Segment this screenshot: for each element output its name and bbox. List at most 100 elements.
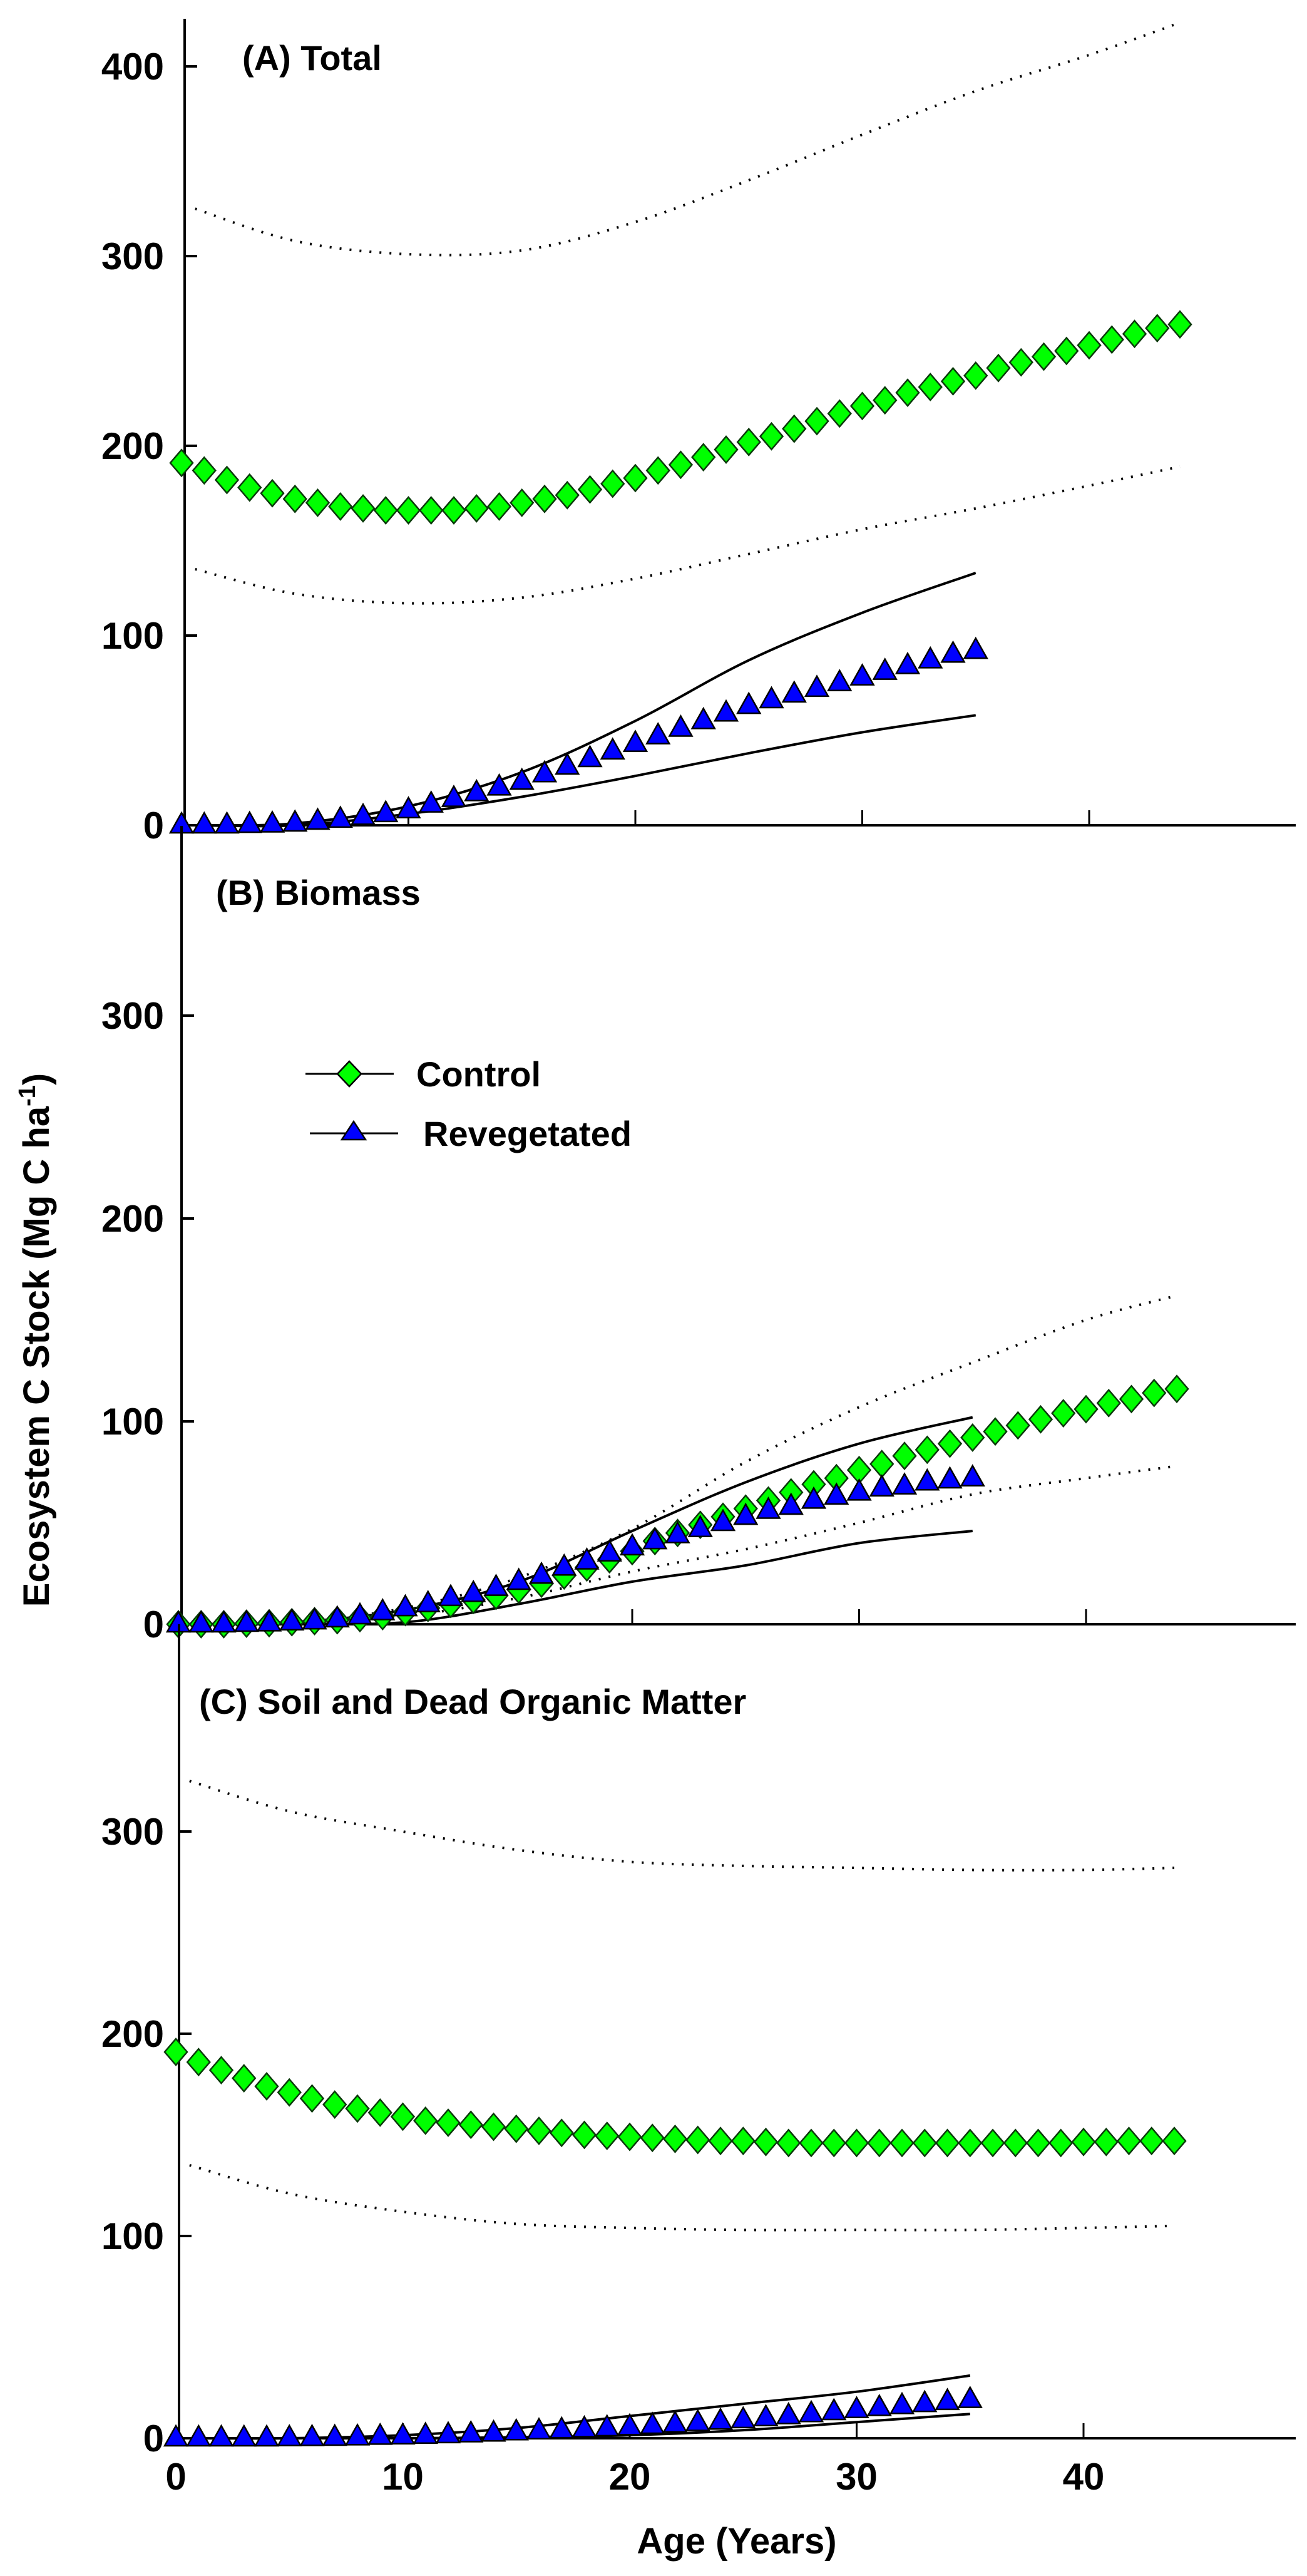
control-diamond-point bbox=[486, 492, 512, 521]
revegetated-triangle-point bbox=[555, 752, 580, 775]
control-diamond-point bbox=[1003, 2128, 1028, 2158]
revegetated-triangle-point bbox=[844, 2396, 869, 2419]
revegetated-triangle-point bbox=[188, 1610, 214, 1633]
control-upper-bound-line bbox=[192, 1294, 1177, 1625]
y-tick-label: 100 bbox=[101, 2215, 164, 2257]
control-diamond-point bbox=[277, 2078, 302, 2107]
revegetated-triangle-point bbox=[690, 706, 716, 729]
control-diamond-point bbox=[940, 367, 966, 396]
control-diamond-point bbox=[1145, 314, 1170, 343]
control-diamond-point bbox=[441, 496, 466, 525]
revegetated-triangle-point bbox=[415, 1590, 441, 1612]
revegetated-triangle-point bbox=[600, 737, 625, 760]
control-diamond-point bbox=[867, 2128, 892, 2158]
control-diamond-point bbox=[889, 2128, 915, 2158]
control-diamond-point bbox=[214, 465, 240, 495]
control-diamond-point bbox=[1094, 2127, 1119, 2156]
revegetated-triangle-point bbox=[483, 1574, 509, 1596]
revegetated-triangle-point bbox=[464, 778, 489, 801]
legend-control-label: Control bbox=[416, 1054, 541, 1094]
control-diamond-point bbox=[458, 2110, 483, 2140]
control-diamond-point bbox=[1028, 1404, 1053, 1434]
control-diamond-point bbox=[299, 2084, 325, 2113]
control-diamond-point bbox=[983, 1417, 1008, 1446]
revegetated-triangle-point bbox=[918, 646, 943, 669]
control-diamond-point bbox=[1008, 348, 1033, 377]
revegetated-triangle-point bbox=[804, 674, 830, 698]
revegetated-triangle-point bbox=[486, 773, 512, 796]
control-diamond-point bbox=[821, 2128, 846, 2158]
control-diamond-point bbox=[1077, 331, 1102, 360]
control-diamond-point bbox=[481, 2112, 506, 2141]
control-diamond-point bbox=[1096, 1388, 1121, 1418]
x-axis-label: Age (Years) bbox=[637, 2521, 836, 2562]
control-diamond-point bbox=[935, 2128, 960, 2158]
revegetated-triangle-point bbox=[642, 1527, 668, 1550]
revegetated-triangle-point bbox=[163, 2424, 189, 2447]
control-diamond-point bbox=[918, 373, 943, 401]
control-lower-bound-line bbox=[195, 465, 1181, 605]
control-diamond-point bbox=[873, 386, 898, 415]
y-tick-label: 100 bbox=[101, 1401, 164, 1443]
control-diamond-point bbox=[413, 2106, 438, 2135]
control-diamond-point bbox=[419, 496, 444, 525]
revegetated-triangle-point bbox=[619, 1533, 645, 1556]
revegetated-triangle-point bbox=[186, 2424, 212, 2447]
control-diamond-point bbox=[960, 1423, 985, 1452]
revegetated-triangle-point bbox=[214, 811, 240, 834]
revegetated-triangle-point bbox=[645, 722, 671, 744]
control-diamond-point bbox=[708, 2126, 733, 2156]
revegetated-triangle-point bbox=[390, 2422, 416, 2445]
revegetated-triangle-point bbox=[824, 1482, 849, 1505]
y-tick-label: 300 bbox=[101, 235, 164, 277]
revegetated-triangle-point bbox=[571, 2414, 597, 2438]
revegetated-triangle-point bbox=[957, 2386, 983, 2408]
revegetated-triangle-point bbox=[233, 1609, 259, 1632]
revegetated-triangle-point bbox=[960, 1464, 985, 1486]
revegetated-triangle-point bbox=[662, 2410, 688, 2433]
control-diamond-point bbox=[1164, 1374, 1189, 1404]
revegetated-triangle-point bbox=[367, 2422, 393, 2445]
revegetated-triangle-point bbox=[231, 2424, 257, 2447]
revegetated-triangle-point bbox=[256, 1609, 282, 1632]
revegetated-triangle-point bbox=[208, 2424, 234, 2447]
control-diamond-point bbox=[1119, 1384, 1144, 1414]
legend-revegetated-label: Revegetated bbox=[423, 1114, 632, 1153]
revegetated-triangle-point bbox=[259, 810, 285, 833]
revegetated-triangle-point bbox=[370, 1598, 396, 1620]
control-diamond-point bbox=[1025, 2128, 1051, 2158]
revegetated-triangle-point bbox=[435, 2421, 461, 2444]
control-diamond-point bbox=[799, 2128, 824, 2158]
revegetated-triangle-point bbox=[347, 1602, 373, 1625]
revegetated-triangle-point bbox=[821, 2398, 847, 2421]
y-tick-label: 300 bbox=[101, 1811, 164, 1853]
control-diamond-point bbox=[186, 2048, 211, 2077]
y-tick-label: 300 bbox=[101, 995, 164, 1037]
control-diamond-point bbox=[254, 2072, 279, 2101]
control-diamond-point bbox=[1054, 336, 1079, 366]
y-tick-label: 200 bbox=[101, 2013, 164, 2055]
y-tick-label: 200 bbox=[101, 425, 164, 467]
y-tick-label: 0 bbox=[143, 1604, 164, 1646]
revegetated-triangle-point bbox=[713, 699, 739, 722]
revegetated-triangle-point bbox=[327, 805, 353, 828]
control-lower-bound-line bbox=[192, 1465, 1177, 1625]
control-diamond-point bbox=[169, 448, 194, 478]
control-diamond-point bbox=[345, 2094, 370, 2123]
control-diamond-point bbox=[367, 2098, 392, 2127]
revegetated-upper-bound-line bbox=[192, 1416, 973, 1625]
control-diamond-point bbox=[208, 2056, 234, 2085]
control-diamond-point bbox=[351, 494, 376, 523]
control-diamond-point bbox=[1071, 2127, 1096, 2156]
control-diamond-point bbox=[464, 494, 489, 523]
control-diamond-point bbox=[504, 2114, 529, 2143]
revegetated-triangle-point bbox=[503, 2418, 529, 2441]
control-diamond-point bbox=[232, 2064, 257, 2093]
control-diamond-point bbox=[305, 488, 331, 517]
revegetated-triangle-point bbox=[551, 1553, 577, 1576]
y-tick-label: 400 bbox=[101, 46, 164, 88]
control-diamond-point bbox=[192, 456, 217, 485]
control-diamond-point bbox=[617, 2122, 642, 2151]
